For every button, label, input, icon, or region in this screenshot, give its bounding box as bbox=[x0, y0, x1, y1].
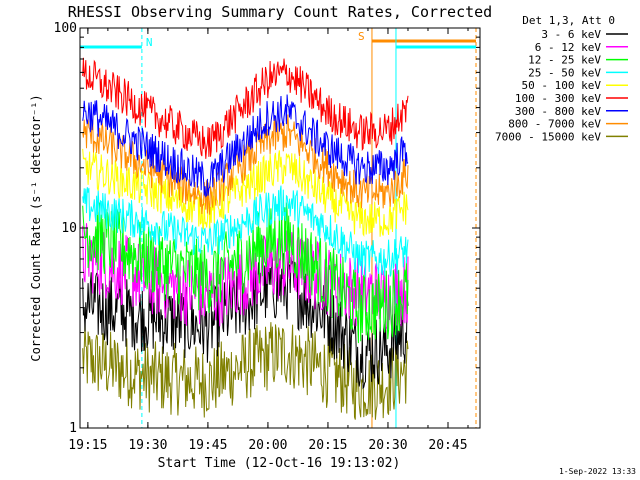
flag-label-2: S bbox=[358, 30, 365, 43]
flag-label-1: N bbox=[146, 36, 153, 49]
legend-label-8: 800 - 7000 keV bbox=[508, 118, 601, 131]
legend-label-2: 6 - 12 keV bbox=[535, 41, 602, 54]
x-tick-label: 20:15 bbox=[308, 438, 347, 453]
x-tick-label: 19:30 bbox=[128, 438, 167, 453]
series-line-8 bbox=[82, 114, 409, 215]
legend-title: Det 1,3, Att 0 bbox=[522, 14, 615, 27]
y-tick-label: 10 bbox=[61, 221, 77, 236]
series-line-9 bbox=[82, 322, 409, 420]
y-axis-label: Corrected Count Rate (s⁻¹ detector⁻¹) bbox=[29, 94, 43, 361]
series-line-4 bbox=[82, 185, 409, 278]
legend-label-4: 25 - 50 keV bbox=[528, 66, 601, 79]
generation-timestamp: 1-Sep-2022 13:33 bbox=[559, 467, 636, 476]
series-line-6 bbox=[82, 57, 409, 159]
legend-label-9: 7000 - 15000 keV bbox=[495, 130, 601, 143]
legend-label-5: 50 - 100 keV bbox=[522, 79, 602, 92]
x-tick-label: 20:00 bbox=[248, 438, 287, 453]
legend-label-7: 300 - 800 keV bbox=[515, 105, 601, 118]
series-line-3 bbox=[82, 202, 409, 344]
legend-label-6: 100 - 300 keV bbox=[515, 92, 601, 105]
x-tick-label: 20:30 bbox=[368, 438, 407, 453]
legend-label-1: 3 - 6 keV bbox=[541, 28, 601, 41]
series-line-7 bbox=[82, 94, 409, 198]
y-tick-label: 1 bbox=[69, 421, 77, 436]
chart-title: RHESSI Observing Summary Count Rates, Co… bbox=[68, 3, 492, 21]
legend-label-3: 12 - 25 keV bbox=[528, 54, 601, 67]
axes: 19:15 19:30 19:45 20:00 20:15 20:30 20:45 1 10 10… bbox=[54, 21, 480, 453]
series-line-1 bbox=[82, 250, 409, 390]
x-tick-label: 19:45 bbox=[188, 438, 227, 453]
series-line-5 bbox=[82, 148, 409, 238]
x-axis-label: Start Time (12-Oct-16 19:13:02) bbox=[158, 456, 401, 471]
x-tick-label: 19:15 bbox=[68, 438, 107, 453]
x-tick-label: 20:45 bbox=[428, 438, 467, 453]
y-tick-label: 100 bbox=[54, 21, 77, 36]
series-lines bbox=[82, 57, 409, 420]
